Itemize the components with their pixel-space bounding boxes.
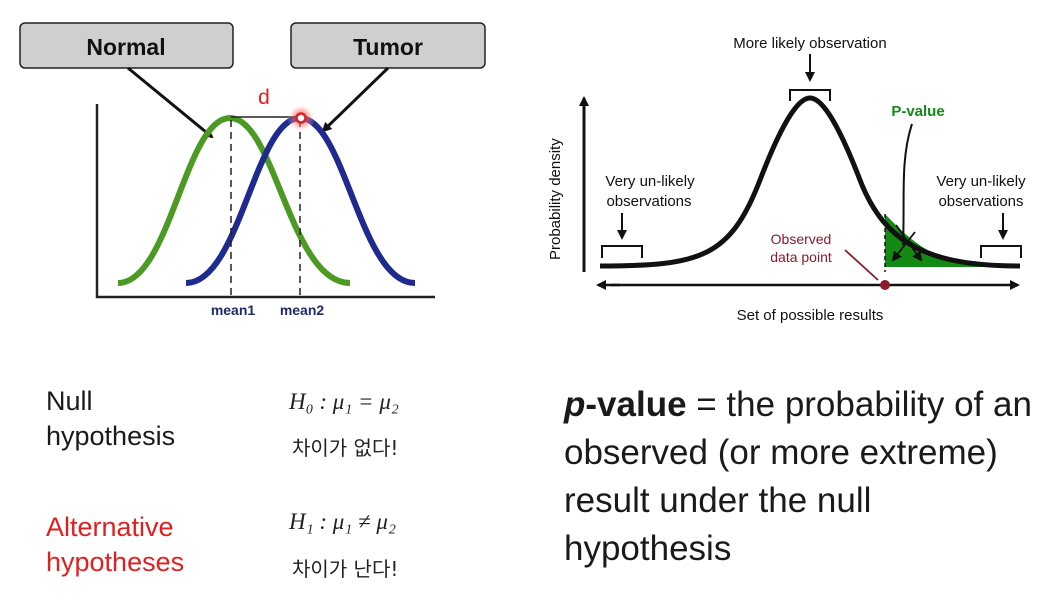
peak-marker: [295, 112, 307, 124]
observed-line2: data point: [770, 249, 832, 265]
right-unlikely-line1: Very un-likely: [936, 173, 1026, 190]
mean2-label: mean2: [280, 302, 325, 318]
pvalue-term: p-value: [564, 385, 687, 424]
tumor-box-label: Tumor: [353, 34, 423, 60]
pvalue-definition-text: = the probability of an observed (or mor…: [564, 385, 1032, 568]
pvalue-pointer-tip2: [891, 231, 916, 262]
pvalue-label: P-value: [891, 103, 944, 120]
bell-curve: [599, 95, 1021, 269]
pvalue-term-p: p: [564, 385, 586, 424]
left-unlikely-line2: observations: [606, 193, 691, 210]
h0-korean-text: 차이가 없다!: [292, 436, 399, 460]
top-bracket: [789, 89, 831, 101]
normal-box: [19, 22, 234, 69]
top-label: More likely observation: [733, 35, 886, 52]
results-axis-label: Set of possible results: [737, 307, 884, 324]
pvalue-pointer-tip: [895, 224, 923, 262]
pvalue-pointer: [902, 123, 913, 246]
tumor-pointer-arrow: [321, 66, 390, 133]
left-diagram: Normal Tumor d mean1 mean2: [19, 22, 486, 318]
null-hypothesis-label: Null hypothesis: [46, 384, 266, 454]
h1-korean-text: 차이가 난다!: [292, 557, 399, 581]
pvalue-term-rest: -value: [585, 385, 687, 424]
mean1-label: mean1: [211, 302, 256, 318]
null-line2: hypothesis: [46, 421, 176, 451]
normal-pointer-arrow: [127, 66, 214, 139]
right-unlikely-line2: observations: [938, 193, 1023, 210]
density-axis-label: Probability density: [547, 138, 564, 260]
alternative-hypothesis-label: Alternative hypotheses: [46, 510, 286, 580]
left-axes: [95, 104, 435, 299]
observed-line1: Observed: [771, 231, 832, 247]
distance-label: d: [258, 86, 270, 109]
alt-line1: Alternative: [46, 512, 174, 542]
h1-formula: H₁ : μ₁ ≠ μ₂: [289, 509, 396, 534]
observed-point: [880, 280, 890, 290]
h0-formula: H₀ : μ₁ = μ₂: [289, 389, 399, 414]
observed-pointer: [844, 249, 879, 281]
normal-curve: [117, 114, 351, 286]
null-line1: Null: [46, 386, 93, 416]
right-diagram: Probability density Set of possible resu…: [547, 35, 1026, 324]
right-unlikely-bracket: [980, 245, 1022, 258]
normal-box-label: Normal: [86, 34, 165, 60]
left-unlikely-line1: Very un-likely: [605, 173, 695, 190]
pvalue-definition: p-value = the probability of an observed…: [564, 381, 1034, 573]
alt-line2: hypotheses: [46, 547, 185, 577]
left-unlikely-bracket: [601, 245, 643, 258]
